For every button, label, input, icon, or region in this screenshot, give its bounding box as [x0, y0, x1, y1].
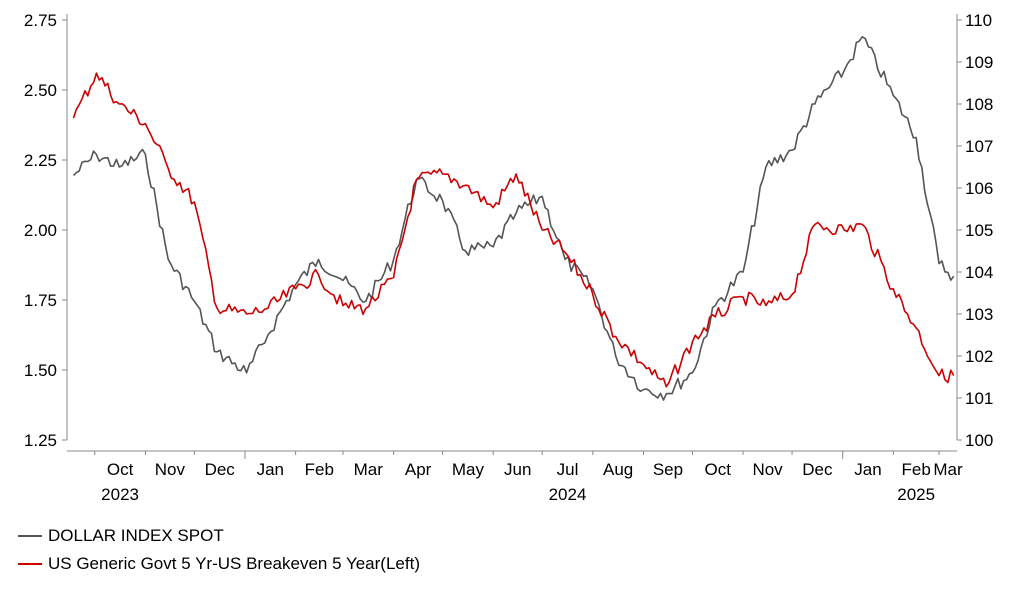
- left-tick-label: 2.00: [24, 221, 57, 240]
- month-label: Sep: [653, 460, 683, 479]
- legend-label-breakeven: US Generic Govt 5 Yr-US Breakeven 5 Year…: [48, 554, 420, 573]
- left-tick-label: 1.75: [24, 291, 57, 310]
- month-label: Mar: [933, 460, 963, 479]
- legend-label-dollar: DOLLAR INDEX SPOT: [48, 526, 224, 545]
- month-label: Feb: [305, 460, 334, 479]
- month-label: Nov: [155, 460, 186, 479]
- right-tick-label: 103: [965, 305, 993, 324]
- left-tick-label: 2.50: [24, 81, 57, 100]
- month-label: Oct: [107, 460, 134, 479]
- year-label: 2023: [101, 485, 139, 504]
- legend-swatch-breakeven: [18, 563, 42, 565]
- right-tick-label: 109: [965, 53, 993, 72]
- left-tick-label: 2.25: [24, 151, 57, 170]
- legend-swatch-dollar: [18, 535, 42, 537]
- left-tick-label: 1.50: [24, 361, 57, 380]
- right-tick-label: 106: [965, 179, 993, 198]
- right-tick-label: 107: [965, 137, 993, 156]
- left-tick-label: 2.75: [24, 11, 57, 30]
- series-line-dollar-index: [72, 36, 955, 401]
- month-label: Jan: [854, 460, 881, 479]
- year-label: 2024: [549, 485, 587, 504]
- legend-item-dollar: DOLLAR INDEX SPOT: [18, 526, 224, 546]
- legend-item-breakeven: US Generic Govt 5 Yr-US Breakeven 5 Year…: [18, 554, 420, 574]
- axes: [62, 14, 962, 459]
- right-tick-label: 102: [965, 347, 993, 366]
- right-tick-label: 100: [965, 431, 993, 450]
- left-tick-label: 1.25: [24, 431, 57, 450]
- right-tick-label: 105: [965, 221, 993, 240]
- right-tick-label: 101: [965, 389, 993, 408]
- month-label: May: [452, 460, 485, 479]
- month-label: Nov: [752, 460, 783, 479]
- series-line-breakeven: [72, 72, 955, 388]
- right-tick-label: 108: [965, 95, 993, 114]
- year-label: 2025: [897, 485, 935, 504]
- month-label: Oct: [705, 460, 732, 479]
- month-label: Jul: [557, 460, 579, 479]
- month-label: Dec: [205, 460, 236, 479]
- month-label: Aug: [603, 460, 633, 479]
- month-label: Jan: [257, 460, 284, 479]
- month-label: Jun: [504, 460, 531, 479]
- month-label: Feb: [902, 460, 931, 479]
- month-label: Mar: [354, 460, 384, 479]
- right-tick-label: 110: [965, 11, 992, 30]
- month-label: Apr: [405, 460, 432, 479]
- labels-layer: 1.25 1.50 1.75 2.00 2.25 2.50 2.75 100 101 102 103…: [24, 11, 993, 504]
- month-label: Dec: [802, 460, 833, 479]
- series-layer: [72, 36, 955, 401]
- right-tick-label: 104: [965, 263, 993, 282]
